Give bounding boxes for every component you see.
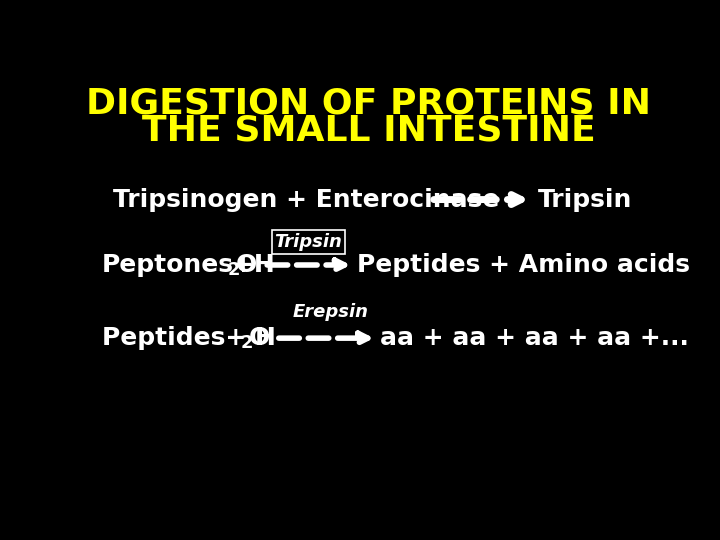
Text: aa + aa + aa + aa +...: aa + aa + aa + aa +...: [380, 326, 689, 350]
Text: Tripsin: Tripsin: [274, 233, 343, 251]
Text: DIGESTION OF PROTEINS IN: DIGESTION OF PROTEINS IN: [86, 86, 652, 120]
Text: Peptides+ H: Peptides+ H: [102, 326, 276, 350]
Text: Erepsin: Erepsin: [292, 303, 368, 321]
Text: Tripsinogen + Enterocinase: Tripsinogen + Enterocinase: [113, 187, 500, 212]
Text: THE SMALL INTESTINE: THE SMALL INTESTINE: [142, 113, 596, 147]
Text: Peptides + Amino acids: Peptides + Amino acids: [356, 253, 690, 277]
Text: O: O: [249, 326, 270, 350]
Text: 2: 2: [228, 261, 240, 279]
Text: Peptones+H: Peptones+H: [102, 253, 275, 277]
Text: O: O: [235, 253, 257, 277]
Text: 2: 2: [240, 334, 253, 352]
Text: Tripsin: Tripsin: [538, 187, 632, 212]
